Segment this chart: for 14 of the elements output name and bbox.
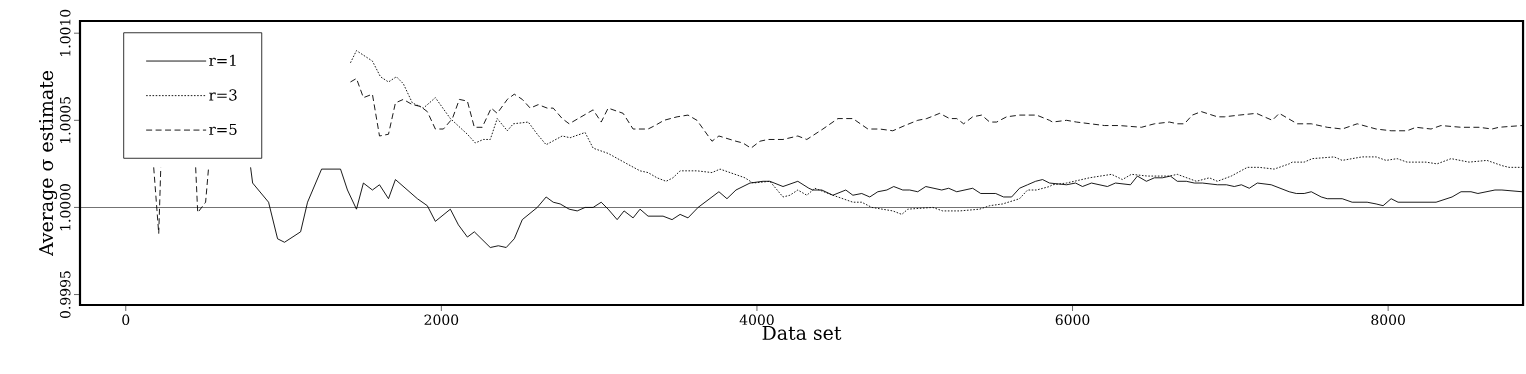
y-tick-label: 1.0000 bbox=[59, 183, 71, 231]
legend-label: r=1 bbox=[209, 54, 236, 66]
legend-label: r=3 bbox=[209, 89, 237, 101]
y-tick-label: 0.9995 bbox=[59, 271, 71, 319]
x-tick-label: 6000 bbox=[1055, 314, 1090, 326]
y-axis-title: Average σ estimate bbox=[38, 70, 58, 257]
x-tick-label: 0 bbox=[122, 314, 130, 326]
x-tick-label: 8000 bbox=[1371, 314, 1405, 326]
y-tick-label: 1.0010 bbox=[59, 9, 71, 56]
x-tick-label: 4000 bbox=[739, 314, 774, 326]
x-axis-title: Data set bbox=[762, 325, 842, 340]
x-tick-label: 2000 bbox=[424, 314, 459, 326]
y-tick-label: 1.0005 bbox=[59, 97, 71, 144]
legend-label: r=5 bbox=[209, 123, 237, 135]
